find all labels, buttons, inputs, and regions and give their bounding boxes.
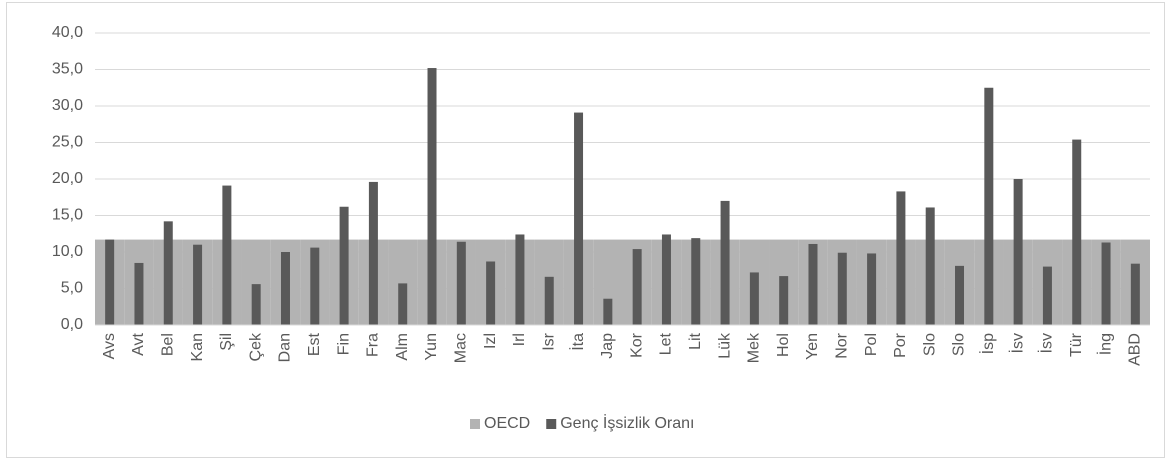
bar [1042,266,1052,325]
x-tick-label: İsp [978,333,997,354]
bar [749,272,759,325]
bar [867,253,877,325]
bar [251,284,261,325]
x-tick-label: Şil [218,333,235,351]
y-tick-label: 40,0 [52,24,83,41]
bar [955,265,965,325]
bar [456,241,466,325]
x-tick-label: Alm [394,333,411,361]
x-tick-label: Slo [951,333,968,356]
bar [661,234,671,325]
x-tick-label: Çek [247,332,264,361]
bar [1013,179,1023,325]
x-tick-label: Yun [423,333,440,361]
x-tick-label: Izl [482,333,499,349]
bar [603,298,613,325]
x-tick-label: Hol [775,333,792,357]
x-tick-label: Kor [628,332,645,358]
x-tick-label: Lük [716,332,733,359]
bar [515,234,525,325]
bar [105,239,115,325]
bar [1130,263,1140,325]
bar [163,221,173,325]
bar [808,243,818,325]
bar [310,247,320,325]
bar [280,252,290,325]
bar [574,112,584,325]
y-tick-label: 20,0 [52,170,83,187]
x-tick-label: İng [1095,333,1114,355]
y-tick-label: 10,0 [52,243,83,260]
bar [339,206,349,325]
x-tick-label: Isr [540,332,557,350]
bar [691,238,701,325]
x-tick-label: Nor [834,332,851,358]
bar [368,181,378,325]
chart-border [6,2,1165,458]
y-tick-label: 15,0 [52,207,83,224]
x-tick-label: Mac [453,333,470,363]
x-tick-label: ABD [1127,333,1144,366]
x-tick-label: İsv [1037,333,1056,353]
bar [134,262,144,325]
y-tick-label: 5,0 [61,280,83,297]
legend-swatch [470,419,480,429]
x-tick-label: İta [568,333,587,351]
x-tick-label: Irl [511,333,528,346]
bar [193,244,203,325]
bar [544,276,554,325]
y-tick-label: 35,0 [52,61,83,78]
x-tick-label: Tür [1068,332,1085,357]
bar [720,200,730,325]
bar [222,185,232,325]
y-tick-label: 30,0 [52,97,83,114]
x-tick-label: Fin [335,333,352,355]
bar [779,276,789,325]
bar [984,87,994,325]
x-tick-label: Lit [687,332,704,349]
legend-label: OECD [484,415,530,432]
x-tick-label: Mek [746,332,763,363]
bar [925,207,935,325]
bar [486,261,496,325]
bar [837,252,847,325]
y-tick-label: 0,0 [61,316,83,333]
x-tick-label: Slo [921,333,938,356]
x-tick-label: Avt [130,332,147,355]
y-tick-label: 25,0 [52,134,83,151]
x-tick-label: Avs [101,333,118,359]
bar [398,283,408,325]
bar [632,249,642,325]
x-tick-label: Pol [863,333,880,356]
x-tick-label: Yen [804,333,821,360]
x-tick-label: Est [306,332,323,356]
legend-swatch [546,419,557,429]
x-tick-label: Fra [365,333,382,357]
x-tick-label: İsv [1007,333,1026,353]
x-tick-label: Let [658,332,675,355]
bar [1101,242,1111,325]
legend-label: Genç İşsizlik Oranı [560,413,694,432]
x-tick-label: Jap [599,333,616,359]
x-tick-label: Dan [277,333,294,362]
x-tick-label: Por [892,332,909,358]
bar [427,68,437,325]
bar [896,191,906,325]
x-tick-label: Bel [159,333,176,356]
x-tick-label: Kan [189,333,206,361]
bar [1072,139,1082,325]
